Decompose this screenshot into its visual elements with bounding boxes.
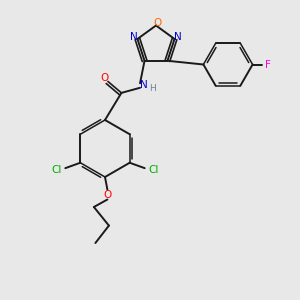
Text: N: N bbox=[174, 32, 182, 42]
Text: N: N bbox=[130, 32, 138, 42]
Text: N: N bbox=[140, 80, 148, 90]
Text: H: H bbox=[149, 84, 156, 93]
Text: O: O bbox=[104, 190, 112, 200]
Text: F: F bbox=[265, 59, 271, 70]
Text: O: O bbox=[100, 73, 108, 82]
Text: Cl: Cl bbox=[148, 165, 158, 175]
Text: Cl: Cl bbox=[52, 165, 62, 175]
Text: O: O bbox=[153, 18, 162, 28]
